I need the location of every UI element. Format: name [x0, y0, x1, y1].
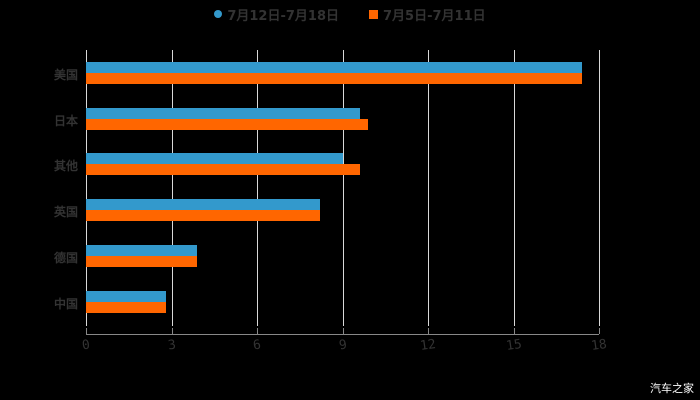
- bar[interactable]: [86, 199, 320, 210]
- x-tick: [257, 328, 258, 334]
- x-tick-label: 0: [81, 337, 91, 354]
- bar[interactable]: [86, 164, 360, 175]
- gridline: [599, 50, 600, 326]
- x-tick: [342, 328, 344, 334]
- bar[interactable]: [86, 73, 582, 84]
- bar[interactable]: [86, 256, 198, 267]
- bar[interactable]: [86, 153, 343, 164]
- x-tick-label: 6: [252, 337, 262, 354]
- legend-item-series-2[interactable]: 7月5日-7月11日: [369, 4, 486, 24]
- gridline: [342, 50, 344, 326]
- legend-item-series-1[interactable]: 7月12日-7月18日: [214, 4, 339, 24]
- x-tick-label: 12: [419, 336, 437, 355]
- bar[interactable]: [86, 119, 369, 130]
- x-tick: [171, 328, 173, 334]
- x-tick: [428, 328, 429, 334]
- bar[interactable]: [86, 62, 582, 73]
- x-tick-label: 9: [337, 337, 348, 354]
- category-label: 中国: [53, 297, 78, 311]
- bar[interactable]: [86, 108, 360, 119]
- legend-label: 7月5日-7月11日: [383, 8, 486, 24]
- bar[interactable]: [86, 245, 198, 256]
- x-axis: [86, 334, 599, 335]
- gridline: [257, 50, 258, 326]
- x-tick-label: 18: [590, 336, 608, 355]
- bar[interactable]: [86, 210, 320, 221]
- legend-label: 7月12日-7月18日: [227, 8, 340, 24]
- x-tick-label: 3: [166, 337, 177, 354]
- x-tick: [599, 328, 600, 334]
- legend-marker-circle-icon: [214, 10, 223, 18]
- watermark: 汽车之家: [650, 382, 694, 395]
- gridline: [513, 50, 515, 326]
- legend: 7月12日-7月18日 7月5日-7月11日: [0, 4, 700, 24]
- gridline: [86, 50, 87, 326]
- x-tick: [86, 328, 87, 334]
- legend-marker-square-icon: [369, 9, 379, 19]
- x-tick-label: 15: [504, 336, 523, 355]
- category-label: 其他: [53, 159, 78, 173]
- category-label: 英国: [53, 205, 78, 219]
- bar[interactable]: [86, 302, 166, 313]
- gridline: [428, 50, 429, 326]
- category-label: 美国: [53, 68, 78, 82]
- x-tick: [513, 328, 515, 334]
- category-label: 日本: [53, 114, 78, 128]
- bar[interactable]: [86, 291, 166, 302]
- category-label: 德国: [53, 251, 78, 265]
- gridline: [171, 50, 173, 326]
